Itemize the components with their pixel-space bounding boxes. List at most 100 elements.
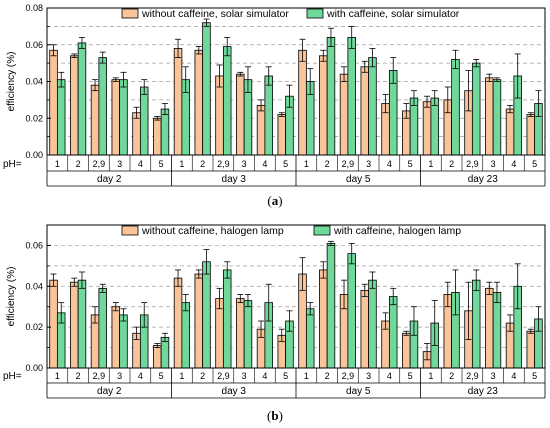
bar-without-caffeine bbox=[402, 332, 411, 369]
ph-label: 5 bbox=[408, 159, 413, 169]
bar-without-caffeine bbox=[277, 114, 287, 156]
bar-with-caffeine bbox=[222, 46, 232, 156]
ph-label: 5 bbox=[159, 159, 164, 169]
bar-without-caffeine bbox=[194, 273, 204, 369]
legend-label-without: without caffeine, solar simulator bbox=[141, 8, 289, 20]
ph-label: 2 bbox=[76, 371, 81, 381]
ph-label: 3 bbox=[491, 159, 496, 169]
y-axis-label: efficiency (%) bbox=[6, 52, 17, 112]
ph-label: 4 bbox=[387, 159, 392, 169]
ph-label: 3 bbox=[491, 371, 496, 381]
bar-without-caffeine bbox=[360, 66, 370, 156]
ph-label: 2,9 bbox=[466, 159, 479, 169]
ph-label: 2,9 bbox=[342, 371, 355, 381]
bar-without-caffeine bbox=[526, 114, 536, 156]
bar-with-caffeine bbox=[77, 279, 87, 369]
ph-label: 4 bbox=[138, 371, 143, 381]
bar-with-caffeine bbox=[119, 314, 128, 369]
ph-label: 4 bbox=[511, 371, 516, 381]
y-axis-label: efficiency (%) bbox=[6, 267, 17, 327]
bar-without-caffeine bbox=[49, 49, 58, 156]
ph-label: 2,9 bbox=[217, 371, 230, 381]
bar-with-caffeine bbox=[409, 97, 419, 156]
bar-with-caffeine bbox=[326, 37, 336, 156]
bar-without-caffeine bbox=[70, 281, 79, 369]
bar-without-caffeine bbox=[194, 49, 204, 156]
bar-without-caffeine bbox=[173, 277, 183, 369]
day-label: day 5 bbox=[346, 174, 371, 185]
bar-without-caffeine bbox=[505, 108, 515, 156]
bar-with-caffeine bbox=[471, 62, 481, 156]
y-tick-label: 0.02 bbox=[25, 113, 43, 123]
ph-label: 2,9 bbox=[93, 371, 106, 381]
bar-without-caffeine bbox=[319, 269, 328, 369]
ph-label: 4 bbox=[511, 159, 516, 169]
ph-label: 3 bbox=[366, 159, 371, 169]
day-label: day 5 bbox=[346, 386, 371, 397]
panel-b: 0.00 0.02 0.04 0.06 efficiency (%) pH= 1 2 2,9 3 4… bbox=[3, 224, 546, 423]
y-tick-label: 0.06 bbox=[25, 40, 43, 50]
bar-with-caffeine bbox=[160, 108, 170, 156]
bar-with-caffeine bbox=[181, 302, 190, 369]
bar-with-caffeine bbox=[202, 22, 211, 156]
bar-without-caffeine bbox=[111, 306, 121, 369]
bar-without-caffeine bbox=[485, 77, 494, 156]
bar-with-caffeine bbox=[222, 269, 232, 369]
ph-label: 1 bbox=[55, 371, 60, 381]
bar-with-caffeine bbox=[160, 336, 170, 369]
legend-label-with: with caffeine, solar simulator bbox=[326, 8, 460, 20]
bar-without-caffeine bbox=[485, 287, 494, 369]
bar-without-caffeine bbox=[256, 104, 266, 156]
bar-with-caffeine bbox=[471, 279, 481, 369]
y-tick-label: 0.02 bbox=[25, 322, 43, 332]
bar-with-caffeine bbox=[368, 279, 377, 369]
legend: without caffeine, solar simulator with ca… bbox=[121, 8, 460, 20]
ph-label: 5 bbox=[532, 159, 537, 169]
bar-with-caffeine bbox=[430, 97, 439, 156]
panel-caption: (b) bbox=[267, 408, 283, 423]
y-tick-label: 0.04 bbox=[25, 281, 43, 291]
bar-without-caffeine bbox=[360, 289, 370, 369]
bar-without-caffeine bbox=[111, 79, 121, 156]
ph-label: 1 bbox=[304, 371, 309, 381]
ph-label: 4 bbox=[138, 159, 143, 169]
ph-label: 5 bbox=[283, 159, 288, 169]
bar-with-caffeine bbox=[202, 261, 211, 369]
legend-swatch-with bbox=[306, 8, 324, 19]
day-label: day 3 bbox=[222, 386, 247, 397]
ph-label: 4 bbox=[262, 159, 267, 169]
day-label: day 23 bbox=[468, 386, 498, 397]
bar-with-caffeine bbox=[119, 79, 128, 156]
ph-label: 1 bbox=[179, 159, 184, 169]
bar-with-caffeine bbox=[305, 308, 315, 369]
panel-caption: (a) bbox=[267, 193, 282, 208]
bar-without-caffeine bbox=[526, 330, 536, 369]
ph-label: 5 bbox=[532, 371, 537, 381]
bar-with-caffeine bbox=[368, 57, 377, 156]
bar-with-caffeine bbox=[347, 253, 356, 369]
y-tick-label: 0.04 bbox=[25, 77, 43, 87]
ph-label: 2,9 bbox=[217, 159, 230, 169]
bar-without-caffeine bbox=[236, 73, 245, 156]
bar-without-caffeine bbox=[153, 345, 162, 369]
legend-swatch-without bbox=[121, 225, 139, 236]
bar-without-caffeine bbox=[153, 117, 162, 156]
day-label: day 2 bbox=[97, 174, 122, 185]
ph-label: 2 bbox=[200, 159, 205, 169]
bar-with-caffeine bbox=[243, 300, 253, 369]
bar-with-caffeine bbox=[139, 86, 149, 156]
ph-label: 1 bbox=[428, 371, 433, 381]
ph-label: 4 bbox=[387, 371, 392, 381]
ph-label: 3 bbox=[242, 371, 247, 381]
ph-prefix: pH= bbox=[3, 371, 22, 382]
y-tick-label: 0.00 bbox=[25, 150, 43, 160]
ph-label: 2,9 bbox=[466, 371, 479, 381]
ph-label: 2 bbox=[76, 159, 81, 169]
bar-with-caffeine bbox=[492, 292, 502, 369]
ph-label: 1 bbox=[428, 159, 433, 169]
bar-with-caffeine bbox=[56, 79, 66, 156]
legend-label-with: with caffeine, halogen lamp bbox=[333, 225, 461, 237]
ph-label: 5 bbox=[159, 371, 164, 381]
bar-without-caffeine bbox=[422, 101, 432, 156]
bar-without-caffeine bbox=[49, 279, 58, 369]
